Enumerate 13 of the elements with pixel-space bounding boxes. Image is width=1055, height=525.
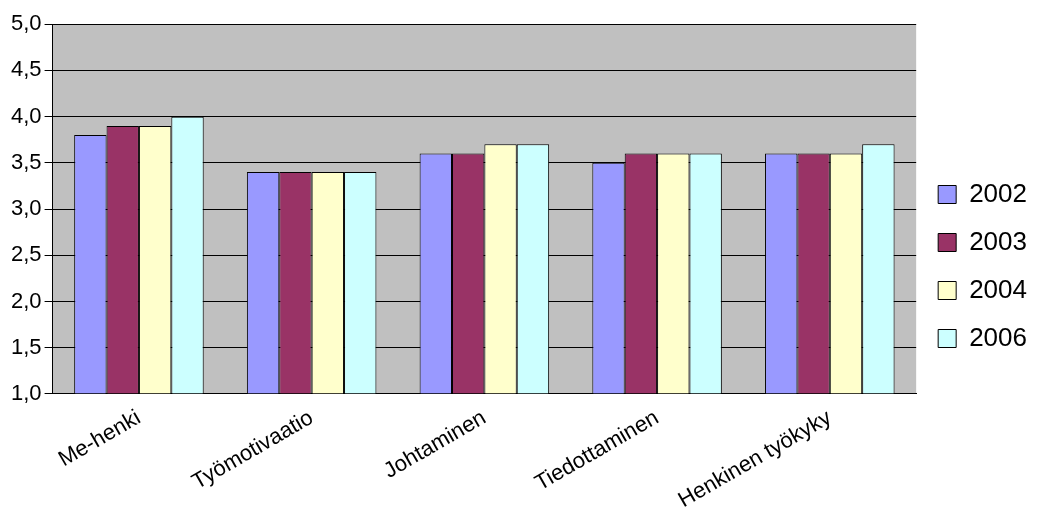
y-tick-label: 2,5	[10, 241, 42, 267]
legend-label: 2002	[969, 177, 1027, 208]
y-tick-label: 2,0	[10, 287, 42, 313]
legend-label: 2003	[969, 225, 1027, 256]
y-tick-label: 1,5	[10, 333, 42, 359]
y-tick-label: 4,0	[10, 102, 42, 128]
y-tick-label: 5,0	[10, 10, 42, 36]
y-tick-label: 4,5	[10, 56, 42, 82]
y-tick-label: 3,0	[10, 195, 42, 221]
y-tick-label: 3,5	[10, 148, 42, 174]
legend-label: 2006	[969, 321, 1027, 352]
y-tick-label: 1,0	[10, 379, 42, 405]
legend-label: 2004	[969, 273, 1027, 304]
